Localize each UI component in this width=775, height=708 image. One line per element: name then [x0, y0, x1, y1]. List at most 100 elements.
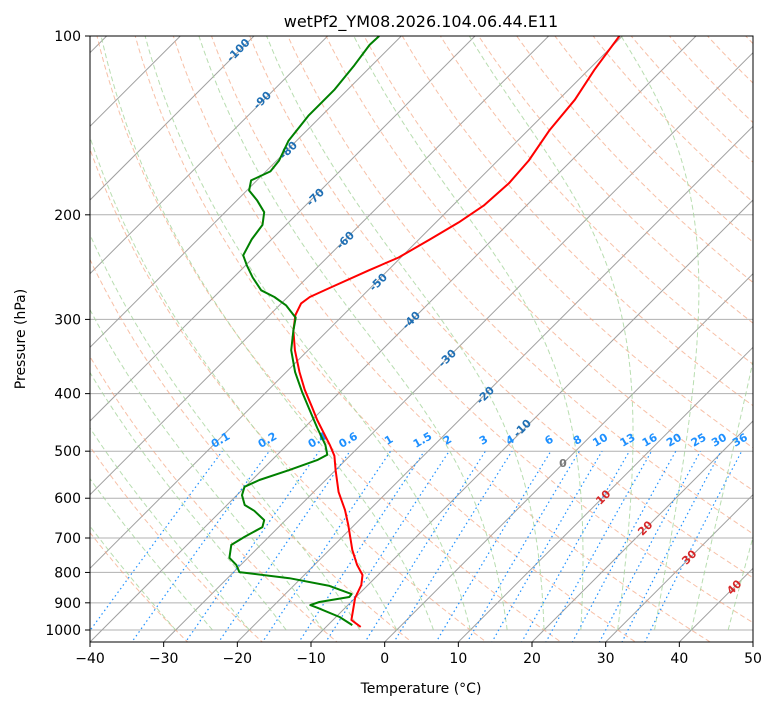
- dry-adiabat-line: [96, 36, 562, 642]
- x-tick-label: −30: [149, 651, 179, 667]
- dry-adiabat-line: [90, 147, 488, 642]
- dry-adiabat-line: [90, 531, 189, 642]
- isotherm-label: -90: [251, 88, 274, 111]
- mixing-ratio-line: [261, 450, 392, 642]
- dry-adiabat-line: [90, 445, 263, 642]
- moist-adiabat-line: [144, 36, 471, 631]
- dry-adiabat-line: [90, 355, 338, 642]
- temperature-line: [292, 36, 621, 628]
- mixing-ratio-line: [364, 450, 486, 642]
- dry-adiabat-line: [630, 36, 753, 163]
- mixing-ratio-label: 1: [382, 433, 395, 448]
- x-tick-label: −10: [296, 651, 326, 667]
- dry-adiabat-line: [554, 36, 753, 243]
- mixing-ratio-line: [184, 450, 320, 642]
- dry-adiabat-line: [172, 36, 712, 642]
- isotherm-line: [90, 36, 403, 349]
- mixing-ratio-line: [571, 450, 677, 642]
- dry-adiabat-line: [90, 258, 413, 642]
- moist-adiabat-line: [90, 477, 213, 631]
- axes: −40 −30 −20 −10 0 10 20 30 40 5010020030040050060…: [45, 29, 762, 667]
- moist-adiabat-line: [353, 36, 584, 631]
- mixing-ratio-line: [521, 450, 630, 642]
- chart-title: wetPf2_YM08.2026.104.06.44.E11: [284, 12, 558, 32]
- dry-adiabat-line: [668, 36, 753, 124]
- y-tick-label: 400: [54, 387, 81, 403]
- moist-adiabat-line: [727, 535, 753, 631]
- isotherm-label: -100: [224, 36, 253, 65]
- mixing-ratio-line: [325, 450, 450, 642]
- y-axis-label: Pressure (hPa): [13, 289, 29, 389]
- mixing-ratio-label: 30: [709, 431, 729, 450]
- isotherm-line: [457, 346, 753, 642]
- moist-adiabat-line: [690, 358, 753, 631]
- isotherm-label: -70: [304, 185, 327, 208]
- moist-adiabat-line: [90, 308, 324, 631]
- isotherm-line: [90, 36, 255, 201]
- profiles: [228, 36, 621, 628]
- mixing-ratio-label: 13: [618, 431, 638, 450]
- x-tick-label: −20: [223, 651, 253, 667]
- dry-adiabat-line: [249, 36, 753, 579]
- isotherm-line: [236, 125, 753, 642]
- isotherm-line: [604, 493, 753, 642]
- dry-adiabat-line: [287, 36, 753, 535]
- dry-adiabat-line: [745, 36, 753, 45]
- isotherm-line: [531, 420, 753, 642]
- mixing-ratio-line: [621, 450, 722, 642]
- y-tick-label: 800: [54, 565, 81, 581]
- isotherm-line: [90, 36, 550, 496]
- mixing-ratio-line: [90, 450, 223, 632]
- isotherm-line: [90, 36, 697, 642]
- mixing-ratio-line: [131, 450, 270, 642]
- dry-adiabat-line: [363, 36, 753, 449]
- isotherm-label: -50: [367, 270, 390, 293]
- dry-adiabat-line: [771, 23, 775, 655]
- moist-adiabat-line: [100, 36, 434, 631]
- dry-adiabat-line: [210, 36, 753, 624]
- mixing-ratio-label: 0.2: [256, 430, 279, 451]
- y-tick-label: 100: [54, 29, 81, 45]
- dry-adiabat-line: [516, 36, 753, 284]
- isotherm-line: [383, 272, 753, 642]
- moist-adiabat-line: [90, 427, 250, 631]
- isotherm-label: -60: [334, 228, 357, 251]
- mixing-ratio-label: 3: [477, 433, 490, 448]
- x-axis-label: Temperature (°C): [360, 681, 482, 697]
- y-tick-label: 1000: [45, 623, 81, 639]
- dry-adiabat-line: [592, 36, 753, 203]
- mixing-ratio-label: 0.6: [337, 429, 361, 450]
- mixing-ratio-line: [491, 450, 603, 642]
- dry-adiabat-line: [439, 36, 753, 365]
- moist-adiabat-line: [266, 36, 545, 630]
- mixing-ratio-line: [644, 450, 743, 642]
- isotherm-line: [752, 641, 753, 642]
- adiabat-label: 30: [679, 547, 699, 567]
- moist-adiabat-line: [198, 36, 508, 631]
- background-lines: [0, 9, 775, 655]
- mixing-ratio-line: [545, 450, 653, 642]
- mixing-ratio-label: 0.1: [209, 430, 232, 451]
- y-tick-label: 600: [54, 491, 81, 507]
- y-tick-label: 900: [54, 596, 81, 612]
- mixing-ratio-label: 1.5: [411, 430, 434, 451]
- y-tick-label: 200: [54, 208, 81, 224]
- isotherm-line: [90, 36, 476, 422]
- x-tick-label: −40: [75, 651, 105, 667]
- mixing-ratio-line: [435, 450, 552, 642]
- isotherm-line: [90, 36, 624, 570]
- mixing-ratio-label: 6: [542, 432, 555, 447]
- isotherm-line: [310, 199, 753, 642]
- plot-frame: [89, 35, 754, 643]
- moist-adiabat-line: [90, 371, 287, 631]
- x-tick-label: 20: [523, 651, 541, 667]
- moist-adiabat-line: [468, 36, 634, 631]
- y-tick-label: 500: [54, 444, 81, 460]
- mixing-ratio-line: [466, 450, 580, 642]
- mixing-ratio-label: 8: [571, 433, 584, 448]
- x-tick-label: 50: [744, 651, 762, 667]
- moist-adiabat-line: [620, 36, 700, 631]
- dry-adiabat-line: [134, 36, 637, 642]
- isotherm-line: [0, 9, 60, 655]
